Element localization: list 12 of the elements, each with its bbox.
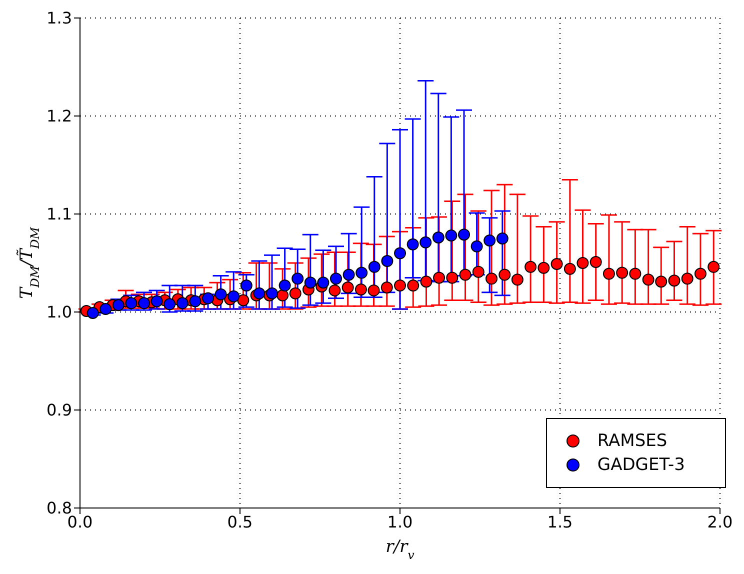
- y-tick-label: 0.9: [46, 400, 72, 420]
- y-tick-label: 1.0: [46, 302, 72, 322]
- legend-label: GADGET-3: [597, 455, 685, 475]
- legend-label: RAMSES: [597, 431, 668, 451]
- y-tick-label: 1.1: [46, 204, 72, 224]
- x-tick-label: 0.5: [227, 512, 253, 532]
- x-tick-label: 2.0: [707, 512, 733, 532]
- x-axis-title: r/r$_{v}$: [386, 537, 415, 562]
- x-tick-label: 1.0: [387, 512, 413, 532]
- y-tick-label: 1.2: [46, 106, 72, 126]
- x-tick-label: 1.5: [547, 512, 573, 532]
- y-tick-label: 1.3: [46, 8, 72, 28]
